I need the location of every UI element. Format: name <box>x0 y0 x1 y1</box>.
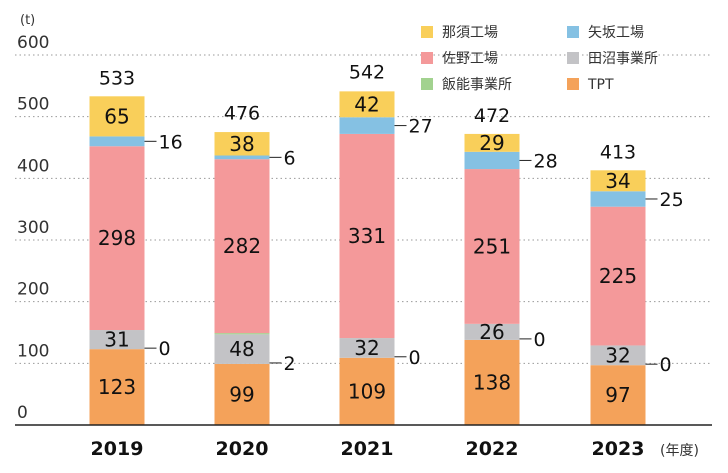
segment-label: 31 <box>104 328 129 352</box>
outside-label: 6 <box>284 147 296 169</box>
legend-swatch <box>421 26 433 38</box>
total-label: 413 <box>600 141 636 163</box>
segment-label: 26 <box>479 320 504 344</box>
segment-label: 109 <box>348 379 386 403</box>
y-tick-label: 300 <box>17 218 49 238</box>
legend-label: 那須工場 <box>442 25 498 41</box>
outside-label: 28 <box>534 150 558 172</box>
segment-label: 97 <box>605 383 630 407</box>
outside-label: 0 <box>159 338 171 360</box>
y-tick-label: 500 <box>17 95 49 115</box>
bar-segment <box>89 330 145 350</box>
segment-label: 298 <box>98 226 136 250</box>
bar-segment <box>89 146 145 331</box>
bar-segment <box>590 365 646 425</box>
outside-label: 2 <box>284 353 296 375</box>
segment-label: 34 <box>605 169 630 193</box>
bar-segment <box>214 155 270 160</box>
segment-label: 29 <box>479 131 504 155</box>
bar-segment <box>464 151 520 170</box>
legend-label: 飯能事業所 <box>442 76 512 93</box>
x-tick-label: 2022 <box>466 438 519 460</box>
segment-label: 123 <box>98 375 136 399</box>
bar-segment <box>214 132 270 156</box>
y-tick-label: 100 <box>17 341 49 361</box>
bar-segment <box>590 170 646 192</box>
y-unit-label: (t) <box>20 13 35 28</box>
bar-segment <box>89 349 145 425</box>
bar-segment <box>339 133 395 339</box>
bar-segment <box>89 136 145 147</box>
bar-segment <box>214 363 270 425</box>
outside-label: 16 <box>159 131 183 153</box>
segment-label: 42 <box>354 92 379 116</box>
y-tick-label: 400 <box>17 156 49 176</box>
segment-label: 282 <box>223 234 261 258</box>
bar-segment <box>590 206 646 346</box>
legend-label: 田沼事業所 <box>588 51 658 67</box>
segment-label: 138 <box>473 370 511 394</box>
segment-label: 48 <box>229 337 254 361</box>
segment-label: 331 <box>348 224 386 248</box>
bar-segment <box>214 333 270 335</box>
segment-label: 99 <box>229 382 254 406</box>
legend-swatch <box>421 78 433 90</box>
bar-segment <box>464 133 520 152</box>
segment-label: 65 <box>104 104 129 128</box>
total-label: 542 <box>349 62 385 84</box>
legend-swatch <box>421 52 433 64</box>
segment-label: 32 <box>354 336 379 360</box>
x-axis-suffix: (年度) <box>660 443 699 459</box>
bar-segment <box>464 339 520 425</box>
y-tick-label: 200 <box>17 280 49 300</box>
legend-label: 佐野工場 <box>442 51 498 67</box>
segment-label: 225 <box>599 264 637 288</box>
x-tick-label: 2019 <box>91 438 144 460</box>
bar-segment <box>590 191 646 207</box>
bar-segment <box>339 338 395 358</box>
legend-label: 矢坂工場 <box>588 25 644 41</box>
bar-segment <box>464 169 520 324</box>
outside-label: 0 <box>534 329 546 351</box>
bar-segment <box>214 334 270 364</box>
bar-segment <box>590 345 646 366</box>
bar-segment <box>214 159 270 334</box>
x-tick-label: 2023 <box>592 438 645 460</box>
x-tick-label: 2021 <box>341 438 394 460</box>
y-tick-label: 0 <box>17 403 28 423</box>
legend-swatch <box>567 78 579 90</box>
bars <box>89 91 646 425</box>
legend-swatch <box>567 52 579 64</box>
outside-label: 0 <box>409 347 421 369</box>
total-label: 476 <box>224 102 260 124</box>
outside-label: 0 <box>660 354 672 376</box>
bar-segment <box>339 117 395 134</box>
bar-segment <box>339 357 395 425</box>
y-tick-label: 600 <box>17 33 49 53</box>
bar-segment <box>339 91 395 118</box>
x-tick-label: 2020 <box>216 438 269 460</box>
outside-label: 27 <box>409 116 433 138</box>
total-label: 533 <box>99 67 135 89</box>
data-labels: 123 31 298 65 16 0 533 2019 99 48 282 38 6 2 476 2020 10… <box>91 62 684 460</box>
segment-label: 32 <box>605 343 630 367</box>
legend-swatch <box>567 26 579 38</box>
bar-segment <box>464 323 520 340</box>
bar-segment <box>89 96 145 137</box>
segment-label: 38 <box>229 132 254 156</box>
outside-label: 25 <box>660 189 684 211</box>
total-label: 472 <box>474 105 510 127</box>
segment-label: 251 <box>473 234 511 258</box>
legend-label: TPT <box>587 77 614 93</box>
